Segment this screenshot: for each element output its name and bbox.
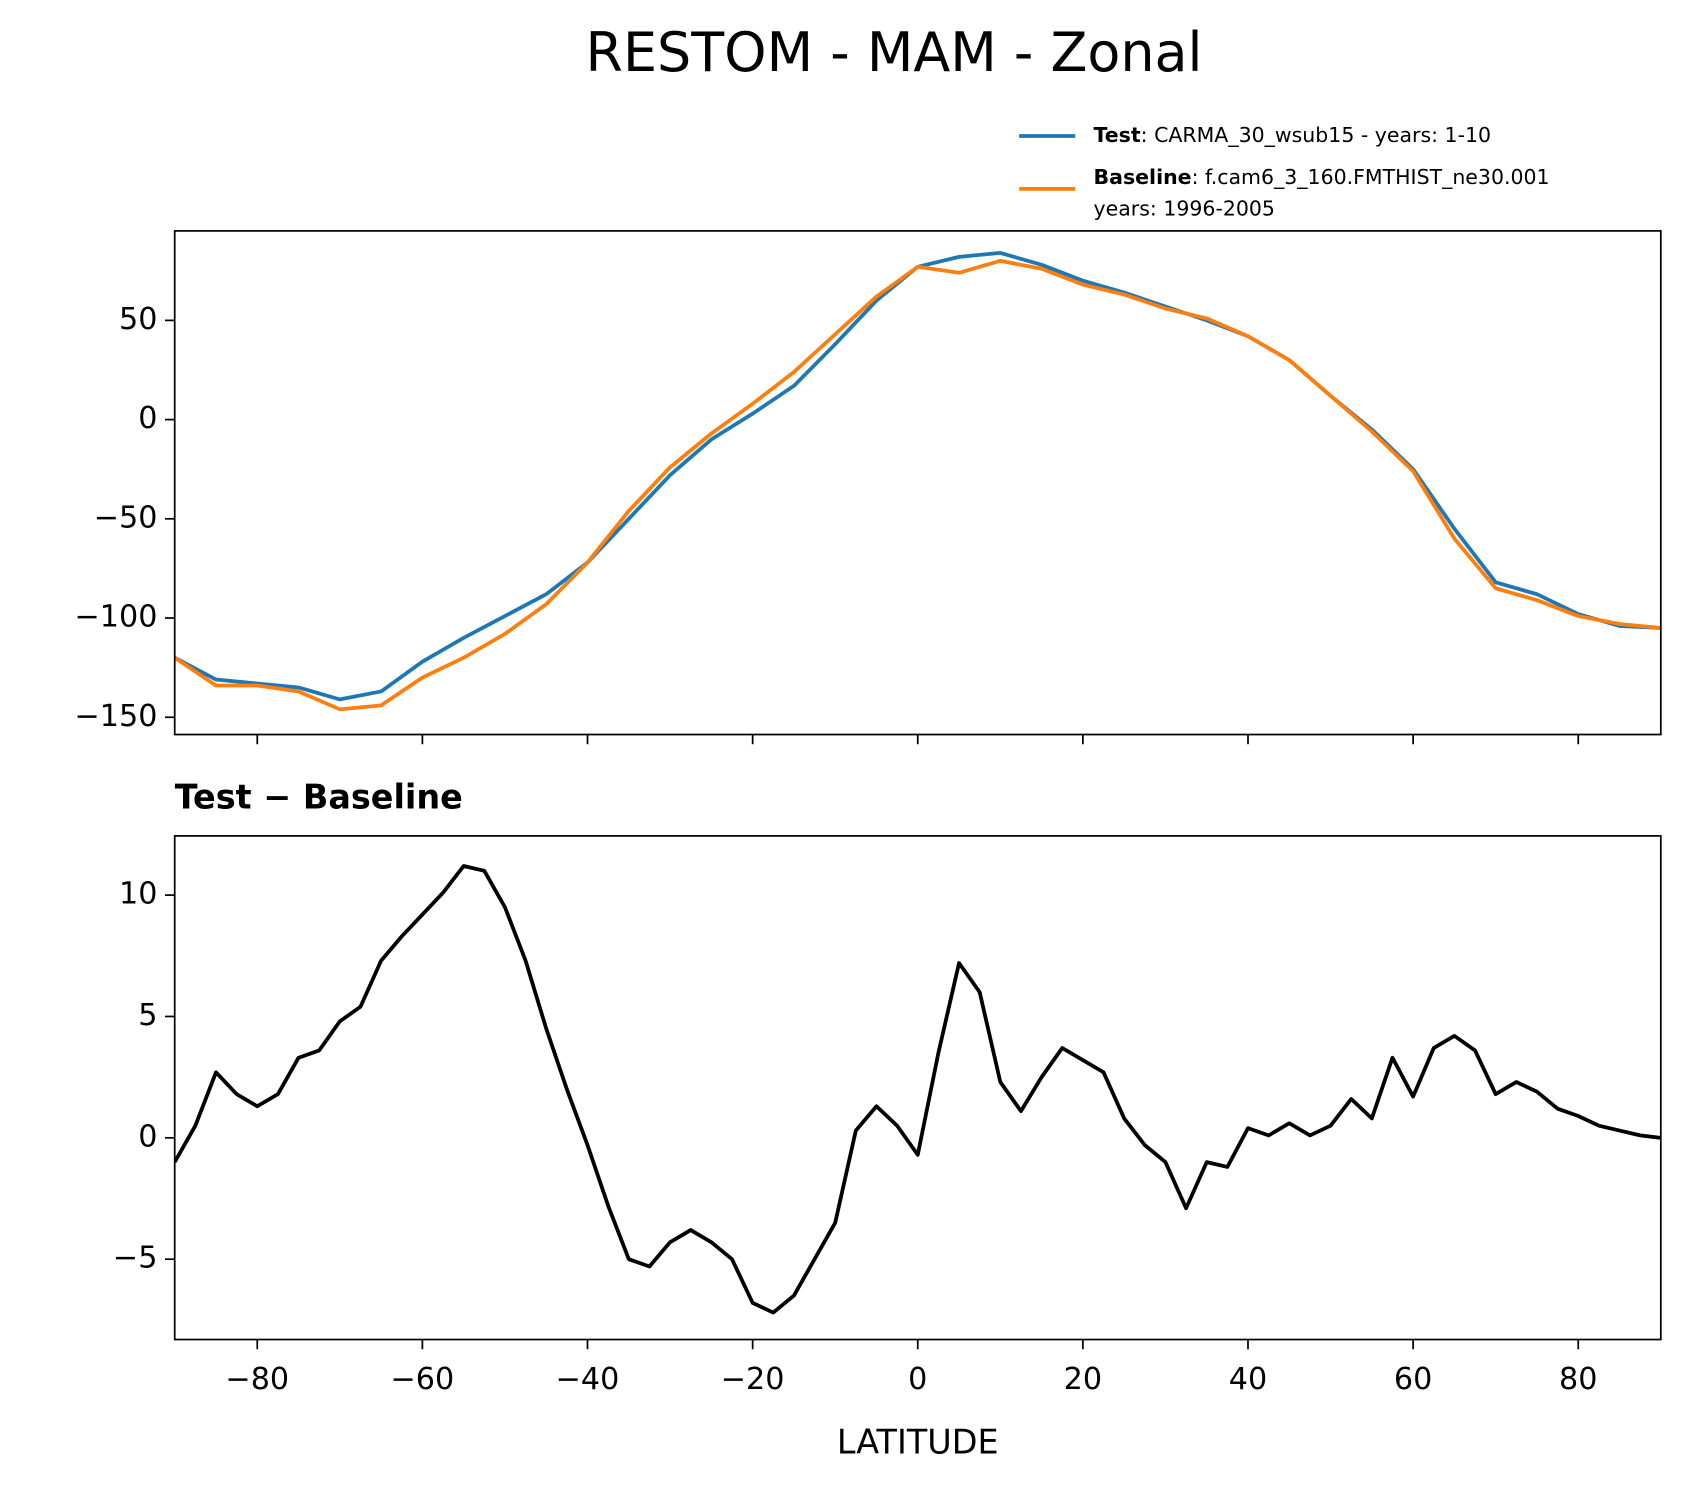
legend-detail: : f.cam6_3_160.FMTHIST_ne30.001 xyxy=(1192,165,1550,189)
legend-label: Baseline: f.cam6_3_160.FMTHIST_ne30.001 xyxy=(1094,165,1550,189)
chart-title: RESTOM - MAM - Zonal xyxy=(586,21,1203,84)
legend-detail: years: 1996-2005 xyxy=(1094,196,1275,220)
y-tick-label: 0 xyxy=(138,401,157,436)
legend-detail: : CARMA_30_wsub15 - years: 1-10 xyxy=(1141,123,1491,147)
x-tick-label: 60 xyxy=(1394,1362,1432,1397)
x-tick-label: −80 xyxy=(225,1362,289,1397)
x-tick-label: −20 xyxy=(721,1362,785,1397)
data-line xyxy=(174,864,1661,1315)
subplot-title: Test − Baseline xyxy=(175,778,463,817)
data-line xyxy=(174,251,1661,702)
x-axis-label: LATITUDE xyxy=(837,1423,999,1462)
legend-label: Test: CARMA_30_wsub15 - years: 1-10 xyxy=(1094,123,1492,147)
legend-name: Baseline xyxy=(1094,165,1192,189)
x-tick-label: 40 xyxy=(1229,1362,1267,1397)
y-tick-label: −50 xyxy=(94,500,158,535)
data-line xyxy=(174,258,1661,712)
x-tick-label: 20 xyxy=(1064,1362,1102,1397)
legend-name: Test xyxy=(1094,123,1141,147)
y-tick-label: 50 xyxy=(119,302,157,337)
y-tick-label: 10 xyxy=(119,877,157,912)
y-tick-label: −5 xyxy=(113,1241,158,1276)
x-tick-label: 80 xyxy=(1559,1362,1597,1397)
y-tick-label: −150 xyxy=(75,699,158,734)
plot-frame xyxy=(173,230,1662,736)
y-tick-label: 0 xyxy=(138,1119,157,1154)
y-tick-label: −100 xyxy=(75,600,158,635)
plot-frame xyxy=(173,835,1662,1341)
x-tick-label: −60 xyxy=(391,1362,455,1397)
x-tick-label: 0 xyxy=(908,1362,927,1397)
y-tick-label: 5 xyxy=(138,998,157,1033)
x-tick-label: −40 xyxy=(556,1362,620,1397)
